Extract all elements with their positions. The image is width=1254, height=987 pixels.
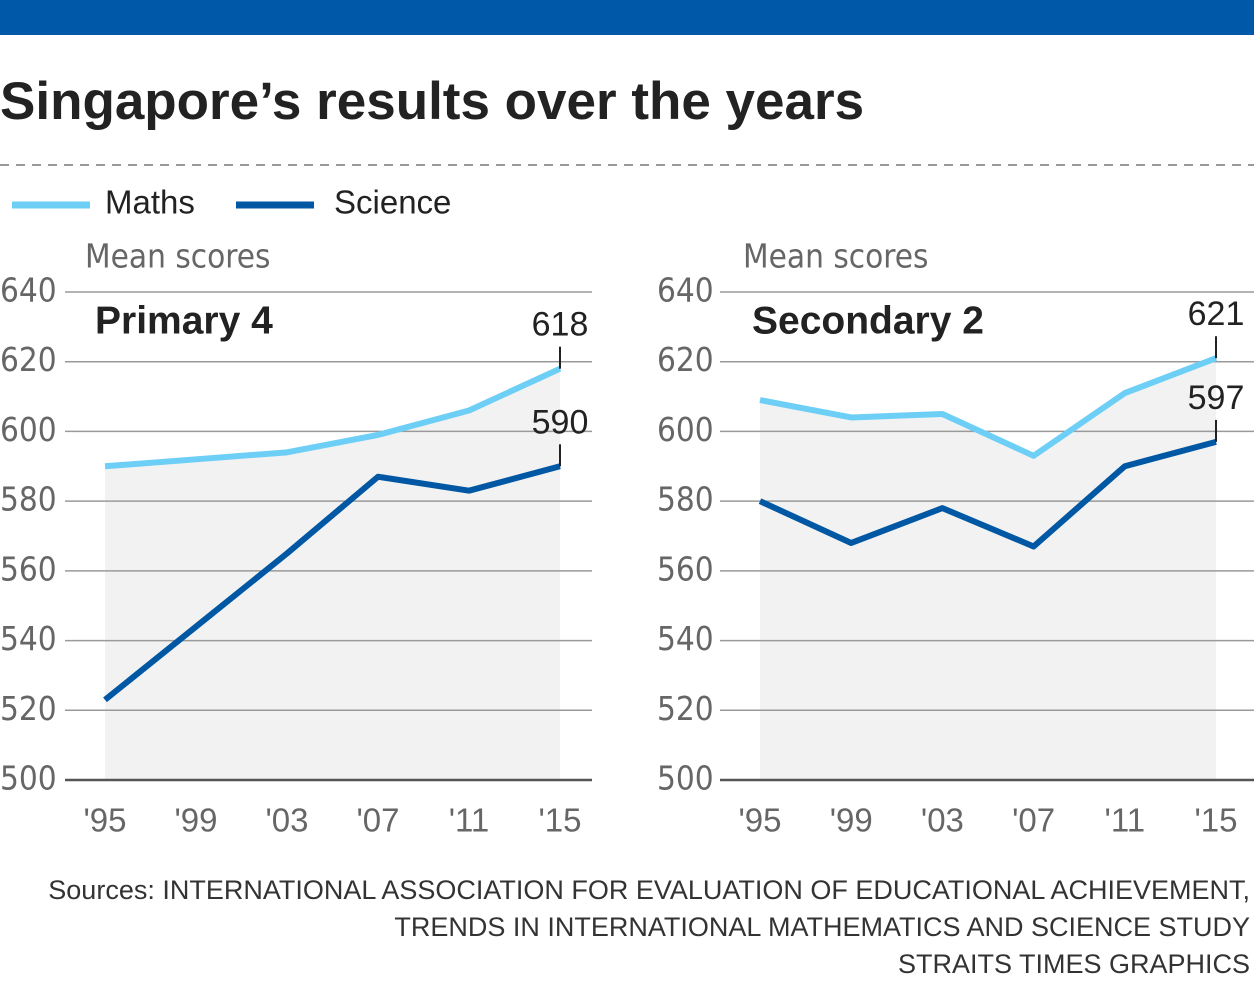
y-tick-label: 540 <box>0 619 57 658</box>
chart-subtitle: Primary 4 <box>95 299 273 342</box>
area-shade <box>760 358 1216 780</box>
series-line <box>104 365 562 470</box>
y-tick-label: 580 <box>0 480 57 519</box>
y-tick-label: 540 <box>657 619 714 658</box>
value-label: 590 <box>532 403 589 441</box>
series-line <box>103 463 561 703</box>
y-tick-label: 640 <box>0 271 57 310</box>
legend-label: Science <box>334 184 451 221</box>
y-tick-label: 620 <box>0 340 57 379</box>
area-shade <box>105 368 560 780</box>
series-line <box>759 355 1218 459</box>
x-tick-label: '03 <box>265 802 308 839</box>
y-tick-label: 640 <box>657 271 714 310</box>
chart-subtitle: Secondary 2 <box>752 299 984 342</box>
top-bar <box>0 0 1254 35</box>
y-tick-label: 520 <box>657 689 714 728</box>
x-tick-label: '03 <box>921 802 964 839</box>
x-tick-label: '95 <box>738 802 781 839</box>
value-label: 597 <box>1188 379 1245 417</box>
y-tick-label: 500 <box>657 759 714 798</box>
y-tick-label: 600 <box>0 410 57 449</box>
value-label: 618 <box>532 306 589 344</box>
y-tick-label: 620 <box>657 340 714 379</box>
value-label: 621 <box>1188 295 1245 333</box>
y-axis-label: Mean scores <box>743 237 929 276</box>
y-tick-label: 560 <box>0 549 57 588</box>
y-axis-label: Mean scores <box>85 237 271 276</box>
y-tick-label: 560 <box>657 549 714 588</box>
y-tick-label: 520 <box>0 689 57 728</box>
series-line <box>758 438 1217 550</box>
legend-label: Maths <box>105 184 195 221</box>
x-tick-label: '95 <box>83 802 126 839</box>
x-tick-label: '07 <box>356 802 399 839</box>
y-tick-label: 600 <box>657 410 714 449</box>
title: Singapore’s results over the years <box>0 72 864 131</box>
x-tick-label: '99 <box>830 802 873 839</box>
y-tick-label: 500 <box>0 759 57 798</box>
x-tick-label: '11 <box>1105 802 1146 839</box>
source: Sources: INTERNATIONAL ASSOCIATION FOR E… <box>48 875 1250 905</box>
x-tick-label: '07 <box>1012 802 1055 839</box>
x-tick-label: '15 <box>538 802 581 839</box>
x-tick-label: '11 <box>449 802 490 839</box>
x-tick-label: '15 <box>1194 802 1237 839</box>
y-tick-label: 580 <box>657 480 714 519</box>
legend: Maths Science <box>12 184 451 221</box>
x-tick-label: '99 <box>174 802 217 839</box>
source: STRAITS TIMES GRAPHICS <box>898 949 1250 979</box>
source: TRENDS IN INTERNATIONAL MATHEMATICS AND … <box>394 912 1250 942</box>
